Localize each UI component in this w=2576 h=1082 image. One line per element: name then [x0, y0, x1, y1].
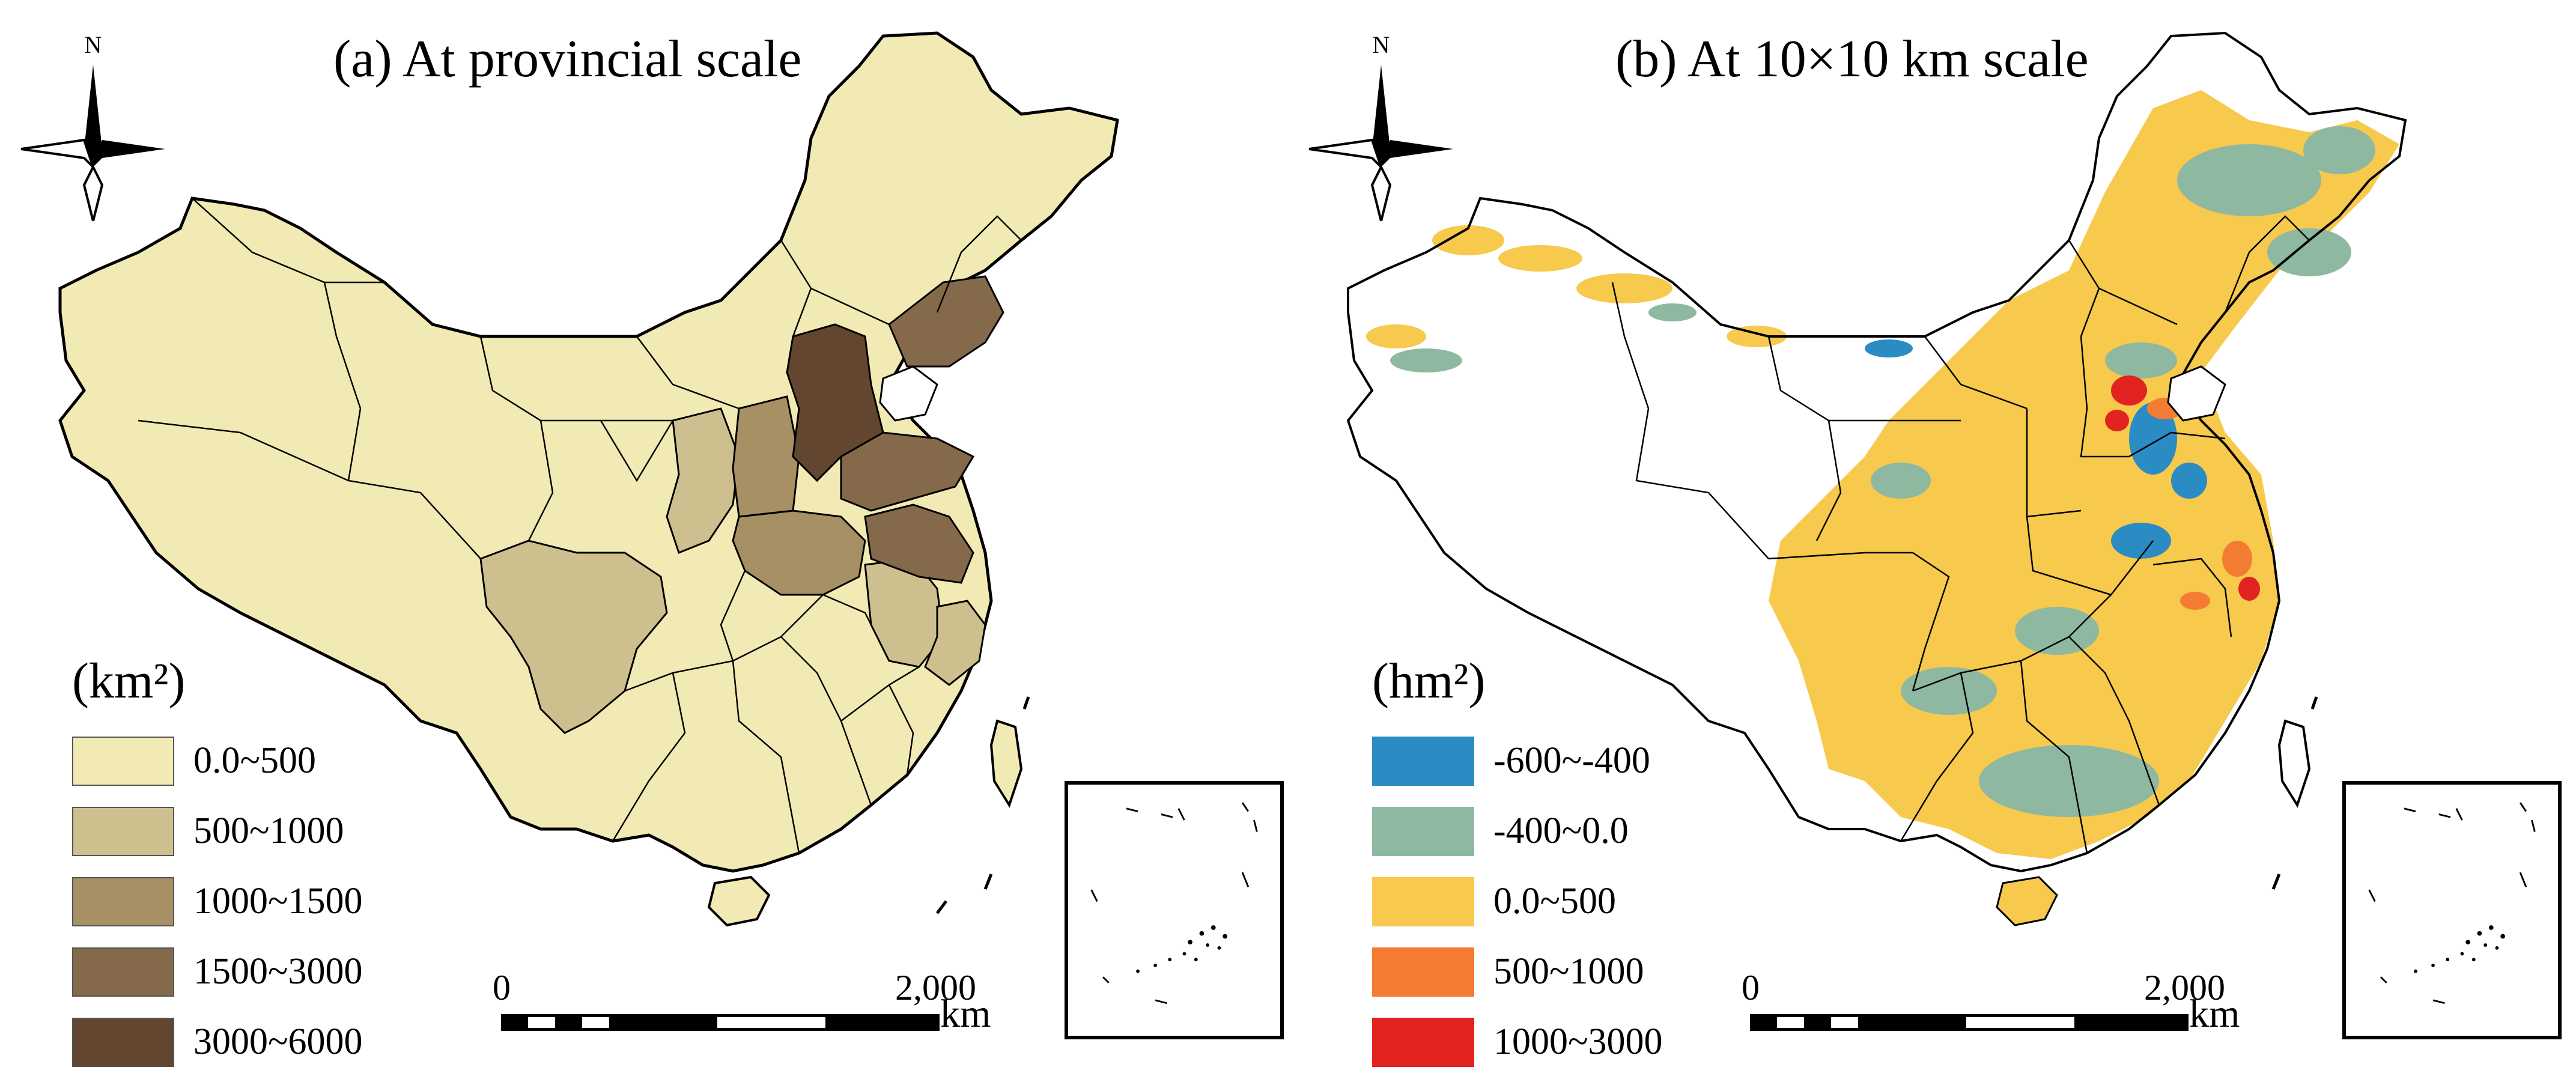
western-patches	[1366, 225, 1913, 372]
legend-provincial: (km²) 0.0~500 500~1000 1000~1500 1500~30…	[72, 652, 363, 1077]
compass-label: N	[85, 31, 102, 58]
scale-bar: 0 2,000 km	[1742, 967, 2240, 1045]
legend-swatch	[72, 1017, 174, 1067]
scale-end-label: 2,000	[895, 968, 976, 1008]
legend-label: 3000~6000	[193, 1021, 363, 1062]
taiwan-island	[989, 719, 1023, 808]
eastern-farmland	[1769, 90, 2399, 859]
legend-label: 1500~3000	[193, 951, 363, 992]
panel-provincial-scale: N (a) At provincial scale (km²) 0.0~500 …	[20, 30, 1284, 1077]
inset-map	[2368, 802, 2536, 1004]
legend-swatch	[72, 947, 174, 997]
legend-item: 3000~6000	[72, 1007, 363, 1077]
north-arrow-icon: N	[20, 31, 165, 221]
south-china-sea-inset	[1065, 781, 1284, 1039]
positive-hotspots	[2105, 375, 2260, 610]
panel-grid-scale: N (b) At 10×10 km scale (hm²) -600~-400 …	[1288, 0, 2576, 1082]
legend-label: 1000~3000	[1493, 1021, 1663, 1062]
bohai-sea	[2167, 365, 2226, 422]
province-jiangsu	[864, 503, 974, 584]
bohai-sea	[879, 365, 938, 422]
legend-label: -600~-400	[1493, 740, 1650, 781]
taiwan-island	[2277, 719, 2311, 808]
panel-b-title: (b) At 10×10 km scale	[1615, 30, 2089, 88]
compass-label: N	[1373, 31, 1390, 58]
sea-boundary-dashes	[2271, 696, 2318, 890]
legend-swatch	[1372, 877, 1474, 926]
legend-title: (hm²)	[1372, 653, 1486, 709]
china-provincial-map	[58, 31, 1119, 927]
scale-bar: 0 2,000 km	[493, 967, 991, 1045]
legend-item: 1000~3000	[1372, 1007, 1663, 1077]
legend-swatch	[1372, 1017, 1474, 1067]
scale-start-label: 0	[493, 968, 511, 1008]
province-shandong	[840, 431, 975, 512]
province-boundaries	[1611, 215, 2310, 854]
scale-bar-graphic	[1750, 1014, 2189, 1031]
legend-item: 1500~3000	[72, 937, 363, 1007]
legend-swatch	[1372, 947, 1474, 997]
north-arrow-icon: N	[1308, 31, 1453, 221]
south-china-sea-inset	[2342, 781, 2562, 1039]
scale-start-label: 0	[1742, 968, 1760, 1008]
hainan-island	[707, 875, 771, 927]
legend-label: 500~1000	[193, 810, 344, 851]
legend-item: -400~0.0	[1372, 796, 1663, 866]
inset-map	[1090, 802, 1258, 1004]
legend-label: 1000~1500	[193, 881, 363, 922]
legend-swatch	[72, 736, 174, 786]
legend-swatch	[72, 877, 174, 926]
hainan-island	[1996, 876, 2058, 926]
legend-label: 0.0~500	[193, 740, 317, 781]
legend-item: 1000~1500	[72, 866, 363, 937]
legend-item: 0.0~500	[72, 726, 363, 796]
legend-grid: (hm²) -600~-400 -400~0.0 0.0~500 500~100…	[1372, 652, 1663, 1077]
legend-item: 0.0~500	[1372, 866, 1663, 937]
sea-boundary-dashes	[936, 696, 1030, 914]
legend-swatch	[72, 806, 174, 856]
legend-title: (km²)	[72, 653, 186, 709]
province-henan	[732, 509, 866, 596]
province-boundaries	[138, 198, 1022, 854]
scale-bar-graphic	[501, 1014, 940, 1031]
legend-swatch	[1372, 806, 1474, 856]
china-outline	[1346, 31, 2407, 873]
legend-swatch	[1372, 736, 1474, 786]
legend-item: 500~1000	[1372, 937, 1663, 1007]
scale-unit-label: km	[940, 992, 991, 1036]
province-shanxi	[732, 395, 800, 518]
panel-a-title: (a) At provincial scale	[333, 30, 802, 88]
scale-unit-label: km	[2189, 992, 2240, 1036]
legend-label: 0.0~500	[1493, 881, 1617, 922]
province-shaanxi	[666, 407, 740, 554]
legend-item: 500~1000	[72, 796, 363, 866]
scale-end-label: 2,000	[2144, 968, 2225, 1008]
legend-label: -400~0.0	[1493, 810, 1629, 851]
legend-item: -600~-400	[1372, 726, 1663, 796]
province-zhejiang	[924, 600, 986, 686]
negative-change-patches	[1871, 126, 2375, 817]
china-grid-map	[1346, 31, 2407, 926]
legend-label: 500~1000	[1493, 951, 1644, 992]
province-hebei	[786, 323, 884, 482]
